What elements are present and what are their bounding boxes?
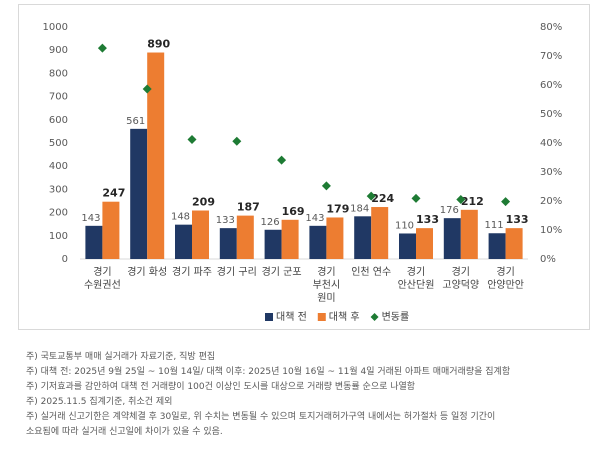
value-label: 148 xyxy=(171,212,190,223)
note: 주) 2025.11.5 집계기준, 취소건 제외 xyxy=(26,397,173,407)
chart: 0 100 200 300 400 500 600 700 800 900 1000 0% 10% 20%… xyxy=(43,22,563,323)
y-tick-label: 700 xyxy=(49,92,68,103)
value-label: 890 xyxy=(147,38,170,51)
y2-tick-label: 40% xyxy=(540,138,562,149)
value-label: 133 xyxy=(416,213,439,226)
x-tick-label: 경기 수원권선 xyxy=(83,267,121,291)
y-tick-label: 0 xyxy=(62,254,68,265)
bar xyxy=(488,233,506,259)
value-label: 169 xyxy=(282,205,305,218)
value-label: 224 xyxy=(371,192,394,205)
y-tick-label: 1000 xyxy=(43,22,68,33)
x-tick-label: 경기 구리 xyxy=(216,267,257,278)
legend-label: 대책 전 xyxy=(276,311,307,323)
bar xyxy=(281,219,299,259)
y-tick-label: 500 xyxy=(49,138,68,149)
bar xyxy=(236,215,254,259)
bar xyxy=(443,218,461,259)
y-tick-label: 800 xyxy=(49,68,68,79)
legend-swatch xyxy=(265,313,273,321)
value-label: 179 xyxy=(326,202,349,215)
x-tick-label: 경기 군포 xyxy=(261,267,302,278)
value-label: 126 xyxy=(261,217,280,228)
value-label: 209 xyxy=(192,196,215,209)
value-label: 187 xyxy=(237,201,260,214)
value-label: 212 xyxy=(461,195,484,208)
value-label: 143 xyxy=(305,213,324,224)
legend-label: 대책 후 xyxy=(329,311,360,323)
y2-tick-label: 60% xyxy=(540,80,562,91)
value-label: 133 xyxy=(506,213,529,226)
y-tick-label: 900 xyxy=(49,45,68,56)
bar xyxy=(309,225,327,259)
bar xyxy=(219,228,237,259)
marker xyxy=(187,135,197,145)
marker xyxy=(277,155,287,165)
bar xyxy=(460,209,478,259)
bar xyxy=(264,229,282,259)
y-tick-label: 300 xyxy=(49,184,68,195)
x-tick-label: 경기 파주 xyxy=(172,267,212,278)
x-tick-label: 경기 고양덕양 xyxy=(442,267,480,291)
y2-tick-label: 20% xyxy=(540,196,562,207)
y2-tick-label: 80% xyxy=(540,22,562,33)
x-tick-label: 경기 안양만안 xyxy=(487,267,524,291)
legend-swatch xyxy=(317,313,326,321)
note: 주) 기저효과를 감안하여 대책 전 거래량이 100건 이상인 도시를 대상으… xyxy=(26,382,416,392)
marker xyxy=(456,195,466,205)
bar xyxy=(102,201,120,259)
y2-tick-label: 30% xyxy=(540,167,562,178)
legend-label: 변동률 xyxy=(382,311,410,323)
value-label: 184 xyxy=(350,203,369,214)
bar xyxy=(399,233,416,259)
note: 주) 대책 전: 2025년 9월 25일 ~ 10월 14일/ 대책 이후: … xyxy=(26,367,511,377)
x-tick-label: 인천 연수 xyxy=(351,267,392,278)
value-label: 247 xyxy=(102,187,125,200)
y2-tick-label: 10% xyxy=(540,225,562,236)
y-tick-label: 100 xyxy=(49,231,68,242)
y-tick-label: 600 xyxy=(49,115,68,126)
value-label: 111 xyxy=(485,220,504,231)
marker xyxy=(142,84,152,94)
note: 주) 국토교통부 매매 실거래가 자료기준, 직방 편집 xyxy=(26,352,216,362)
note: 주) 실거래 신고기한은 계약체결 후 30일로, 위 수치는 변동될 수 있으… xyxy=(26,412,496,437)
chart-frame xyxy=(18,4,590,330)
marker xyxy=(366,191,376,201)
bar xyxy=(85,225,103,259)
value-label: 133 xyxy=(216,215,235,226)
x-tick-label: 경기 화성 xyxy=(127,267,168,278)
bar xyxy=(147,52,165,259)
y2-tick-label: 0% xyxy=(540,254,556,265)
x-tick-label: 경기 안산단원 xyxy=(397,267,435,291)
y2-tick-label: 70% xyxy=(540,51,562,62)
bar xyxy=(192,210,209,259)
y2-tick-label: 50% xyxy=(540,109,562,120)
value-label: 176 xyxy=(440,205,459,216)
marker xyxy=(321,181,331,191)
value-label: 110 xyxy=(395,220,414,231)
bar xyxy=(130,128,148,259)
marker xyxy=(97,43,107,53)
marker xyxy=(501,197,511,207)
legend-marker xyxy=(370,313,379,321)
marker xyxy=(232,136,242,146)
bar xyxy=(371,207,389,259)
bar xyxy=(505,228,523,259)
value-label: 143 xyxy=(81,213,100,224)
value-label: 561 xyxy=(126,116,145,127)
x-tick-label: 경기 부천시 원미 xyxy=(312,267,341,304)
bar xyxy=(416,228,433,259)
bar xyxy=(175,224,192,259)
bar xyxy=(354,216,372,259)
bar xyxy=(326,217,344,259)
y-tick-label: 400 xyxy=(49,161,68,172)
marker xyxy=(411,193,421,203)
y-tick-label: 200 xyxy=(49,208,68,219)
